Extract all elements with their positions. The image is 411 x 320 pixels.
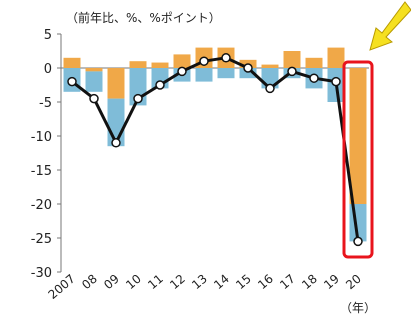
line-point	[353, 236, 363, 247]
unit-label: （前年比、%、%ポイント）	[66, 10, 221, 25]
line-point	[287, 66, 297, 77]
y-axis-ticks: 5 0 -5 -10 -15 -20 -25 -30	[31, 28, 61, 281]
bar-segment	[85, 68, 103, 72]
x-axis-ticks: 2007 08 09 10 11 12 13 14 15 16 17 18 19 20	[46, 272, 364, 302]
line-point	[67, 76, 77, 87]
x-tick-label: 15	[233, 272, 254, 293]
total-line	[67, 53, 363, 247]
bar-segment	[63, 57, 81, 68]
bar-segment	[327, 47, 345, 68]
bar-segment	[283, 51, 301, 68]
bar-segment	[129, 61, 147, 68]
x-tick-label: 12	[167, 272, 188, 293]
y-tick-label: -10	[31, 130, 52, 145]
bar-segment	[173, 54, 191, 68]
line-point	[309, 73, 319, 83]
x-tick-label: 20	[343, 272, 364, 293]
x-tick-label: 16	[255, 272, 276, 293]
line-point	[111, 138, 121, 148]
x-tick-label: 19	[321, 272, 342, 293]
x-tick-label: 14	[211, 272, 232, 293]
y-tick-label: 0	[44, 62, 52, 77]
y-tick-label: -30	[31, 266, 52, 281]
line-point	[155, 80, 165, 90]
bar-segment	[239, 68, 257, 79]
year-unit-label: （年）	[340, 301, 376, 315]
bar-segment	[151, 62, 169, 68]
line-point	[89, 93, 99, 104]
bar-segment	[107, 68, 125, 99]
y-tick-label: -25	[31, 232, 52, 247]
bar-segment	[195, 68, 213, 82]
line-point	[243, 63, 253, 73]
line-point	[133, 93, 143, 104]
highlight-box	[342, 60, 374, 259]
line-point	[221, 53, 231, 63]
x-tick-label: 08	[79, 272, 100, 293]
bar-segment	[217, 68, 235, 79]
bar-segment	[349, 68, 367, 204]
line-point	[265, 83, 275, 94]
line-point	[177, 66, 187, 77]
y-tick-label: -15	[31, 164, 52, 179]
y-tick-label: 5	[44, 28, 52, 43]
bar-segment	[85, 71, 103, 92]
y-tick-label: -20	[31, 198, 52, 213]
x-tick-label: 10	[123, 272, 144, 293]
line-point	[199, 56, 209, 66]
bars	[63, 47, 367, 242]
bar-segment	[305, 57, 323, 68]
arrow-shape	[369, 1, 411, 51]
x-tick-label: 11	[145, 272, 166, 293]
highlight-arrow	[369, 1, 411, 51]
x-tick-label: 17	[277, 272, 298, 293]
x-tick-label: 18	[299, 272, 320, 293]
line-point	[331, 76, 341, 87]
x-tick-label: 09	[101, 272, 122, 293]
y-tick-label: -5	[39, 96, 52, 111]
bar-segment	[261, 64, 279, 68]
x-tick-label: 13	[189, 272, 210, 293]
